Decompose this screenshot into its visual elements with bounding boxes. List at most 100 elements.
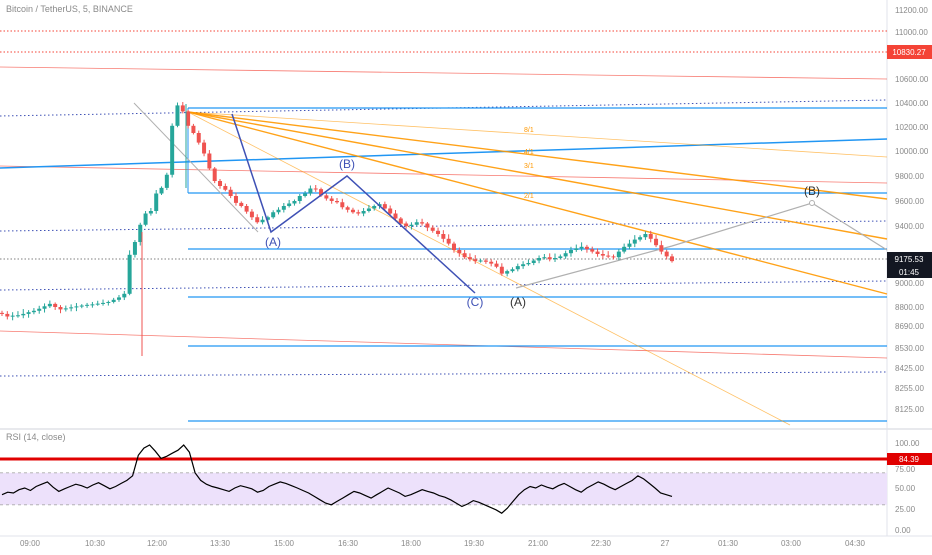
candle-body [515, 266, 520, 270]
x-tick-label: 09:00 [20, 539, 41, 548]
candle-body [441, 234, 446, 239]
rsi-y-tick-label: 0.00 [895, 526, 911, 535]
fan-line [187, 111, 888, 200]
candle-body [276, 209, 281, 213]
candle-body [553, 258, 558, 260]
candle-body [329, 198, 334, 201]
y-tick-label: 11000.00 [895, 28, 928, 37]
candle-body [287, 203, 292, 206]
candle-body [590, 249, 595, 252]
price-tag-last-label: 9175.53 [895, 255, 924, 264]
candle-body [143, 213, 148, 225]
rsi-y-tick-label: 100.00 [895, 439, 920, 448]
candle-body [579, 246, 584, 249]
candle-body [340, 202, 345, 208]
y-tick-label: 9600.00 [895, 197, 924, 206]
candle-body [473, 259, 478, 262]
rsi-title: RSI (14, close) [6, 432, 66, 442]
candle-body [244, 206, 249, 212]
blue-trend-line [0, 138, 888, 169]
y-tick-label: 8425.00 [895, 364, 924, 373]
fan-label: 4/1 [524, 149, 534, 156]
candle-body [366, 208, 371, 211]
y-tick-label: 8125.00 [895, 405, 924, 414]
candle-body [106, 301, 111, 303]
candle-body [122, 293, 127, 298]
candle-body [292, 201, 297, 204]
candle-body [574, 248, 579, 250]
red-trend-line [0, 66, 888, 80]
rsi-y-tick-label: 25.00 [895, 505, 916, 514]
candle-body [255, 217, 260, 223]
candle-body [116, 297, 121, 300]
fan-label: 2/1 [524, 193, 534, 200]
wave-label: (A) [510, 295, 526, 309]
candle-body [202, 142, 207, 154]
candle-body [313, 188, 318, 190]
candle-body [606, 255, 611, 257]
candle-body [223, 186, 228, 190]
candle-body [345, 207, 350, 210]
candle-body [436, 230, 441, 234]
candle-body [483, 260, 488, 262]
wave-label: (C) [467, 295, 484, 309]
y-tick-label: 9000.00 [895, 279, 924, 288]
fan-label: 8/1 [524, 127, 534, 134]
candle-body [132, 242, 137, 255]
y-tick-label: 8530.00 [895, 344, 924, 353]
wave-label: (B) [339, 157, 355, 171]
rsi-y-tick-label: 50.00 [895, 484, 916, 493]
rsi-line [1, 444, 673, 514]
candle-body [212, 168, 217, 181]
y-tick-label: 8690.00 [895, 322, 924, 331]
candle-body [180, 105, 185, 112]
price-tag-last [887, 252, 932, 266]
x-tick-label: 19:30 [464, 539, 485, 548]
candle-body [74, 306, 79, 308]
candle-body [228, 189, 233, 196]
candle-body [409, 224, 414, 226]
candle-body [670, 256, 674, 262]
candle-body [127, 254, 132, 294]
price-tag-red-label: 10830.27 [892, 48, 926, 57]
candle-body [303, 193, 308, 196]
x-tick-label: 18:00 [401, 539, 422, 548]
candle-body [499, 266, 504, 274]
projection-line [515, 202, 888, 289]
y-tick-label: 8800.00 [895, 303, 924, 312]
candle-body [558, 256, 563, 258]
candle-body [361, 211, 366, 214]
candle-body [42, 306, 47, 309]
candle-body [218, 181, 223, 186]
candle-body [63, 308, 68, 310]
candle-body [521, 264, 526, 267]
candle-body [638, 237, 643, 240]
red-trend-line [0, 165, 888, 184]
wave-label: (B) [804, 184, 820, 198]
candle-body [47, 303, 52, 307]
candle-body [510, 269, 515, 272]
candle-body [90, 304, 95, 306]
candle-body [568, 250, 573, 254]
wave-label: (A) [265, 235, 281, 249]
y-tick-label: 8255.00 [895, 384, 924, 393]
candle-body [537, 258, 542, 261]
fan-label: 3/1 [524, 163, 534, 170]
candle-body [15, 315, 20, 317]
symbol-title: Bitcoin / TetherUS, 5, BINANCE [6, 4, 133, 14]
candle-body [164, 174, 169, 188]
candle-body [21, 313, 26, 316]
candle-body [494, 263, 499, 267]
candle-body [175, 105, 180, 126]
rsi-band [0, 472, 887, 505]
candle-body [186, 111, 191, 126]
candle-body [58, 307, 63, 310]
candle-body [335, 201, 339, 203]
candle-body [148, 211, 153, 214]
y-tick-label: 10400.00 [895, 99, 929, 108]
x-tick-label: 27 [661, 539, 670, 548]
rsi-red-tag-label: 84.39 [899, 455, 920, 464]
candle-body [138, 224, 143, 242]
